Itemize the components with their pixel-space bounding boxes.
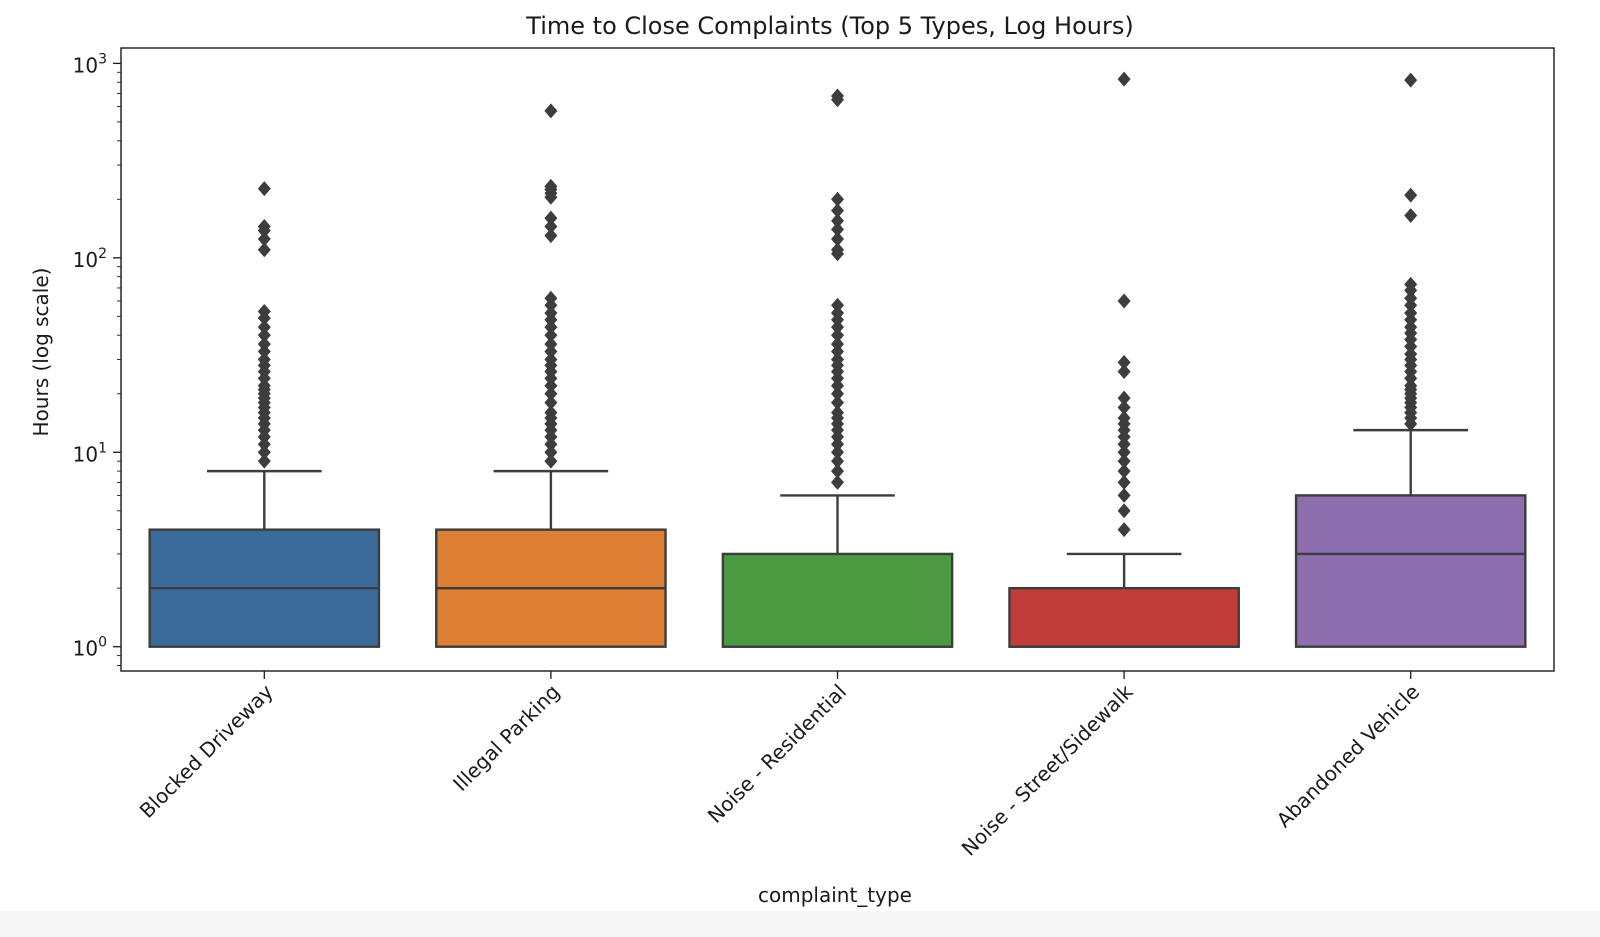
outlier-point (831, 242, 844, 258)
outlier-point (831, 405, 844, 421)
outlier-point (831, 453, 844, 469)
y-tick-label: 101 (73, 440, 107, 466)
outlier-point (831, 191, 844, 207)
outlier-point (544, 352, 558, 367)
outlier-point (831, 203, 844, 219)
outlier-point (831, 297, 844, 313)
box (1008, 586, 1240, 648)
x-tick-label: Noise - Street/Sidewalk (957, 679, 1138, 860)
outlier-point (1404, 208, 1418, 224)
outlier-point (257, 231, 271, 247)
box-group (1294, 72, 1527, 648)
outlier-point (831, 231, 844, 247)
y-tick-exponent: 2 (98, 246, 107, 262)
x-tick-label: Blocked Driveway (135, 679, 278, 822)
outlier-point (544, 336, 558, 352)
outlier-point (1117, 390, 1131, 406)
y-axis-label: Hours (log scale) (29, 268, 53, 437)
box-group (148, 181, 381, 648)
outlier-point (1404, 305, 1418, 321)
outlier-point (544, 218, 558, 234)
outlier-point (544, 405, 558, 421)
outlier-point (1117, 487, 1131, 503)
outlier-point (831, 305, 844, 321)
outlier-point (257, 453, 271, 469)
outlier-point (831, 213, 844, 229)
outlier-point (1404, 187, 1418, 203)
outlier-point (1117, 354, 1131, 370)
y-tick-base: 10 (73, 637, 98, 661)
outlier-point (831, 352, 844, 367)
box-group (1008, 71, 1240, 648)
outlier-point (1117, 503, 1131, 519)
box (721, 552, 954, 648)
outlier-point (1404, 290, 1418, 306)
outlier-point (1117, 293, 1131, 309)
outlier-point (831, 336, 844, 352)
outlier-point (1117, 522, 1131, 538)
y-tick-label: 103 (73, 51, 107, 77)
y-tick-exponent: 3 (98, 51, 107, 67)
outlier-point (257, 352, 271, 367)
x-tick-label: Abandoned Vehicle (1272, 680, 1425, 833)
outlier-point (1404, 346, 1418, 362)
outlier-point (544, 103, 558, 119)
y-tick-base: 10 (73, 248, 98, 272)
outlier-point (257, 303, 271, 319)
outlier-point (544, 386, 558, 402)
x-axis-label: complaint_type (758, 883, 912, 907)
outlier-point (831, 327, 844, 343)
outlier-point (1117, 474, 1131, 490)
outlier-point (257, 319, 271, 335)
outlier-point (257, 336, 271, 352)
outlier-point (1404, 72, 1418, 88)
outlier-point (544, 305, 558, 321)
y-tick-exponent: 0 (98, 635, 107, 651)
y-tick-exponent: 1 (98, 440, 107, 456)
outlier-point (831, 395, 844, 411)
y-tick-label: 100 (73, 635, 107, 661)
outlier-point (831, 221, 844, 237)
footer-strip (0, 911, 1600, 937)
outlier-point (1117, 453, 1131, 469)
outlier-point (831, 474, 844, 490)
outlier-point (1404, 276, 1418, 292)
outlier-point (544, 444, 558, 460)
box (1294, 494, 1527, 648)
outlier-point (1117, 463, 1131, 479)
outlier-point (1117, 399, 1131, 415)
y-tick-label: 102 (73, 246, 107, 272)
outlier-point (544, 327, 558, 343)
outlier-point (831, 88, 844, 104)
box-group (721, 88, 954, 648)
outlier-point (544, 290, 558, 306)
box-group (435, 103, 667, 648)
outlier-point (544, 178, 558, 194)
chart-title: Time to Close Complaints (Top 5 Types, L… (525, 12, 1133, 40)
y-tick-base: 10 (73, 53, 98, 77)
outlier-point (1117, 71, 1131, 87)
x-tick-label: Illegal Parking (448, 680, 564, 796)
outlier-point (544, 395, 558, 411)
outlier-point (1117, 410, 1131, 426)
outlier-point (831, 386, 844, 402)
outlier-point (831, 463, 844, 479)
outlier-point (1117, 444, 1131, 460)
outlier-point (544, 453, 558, 469)
outlier-point (257, 218, 271, 234)
outlier-point (544, 228, 558, 244)
y-tick-base: 10 (73, 442, 98, 466)
outlier-point (544, 210, 558, 226)
outlier-point (257, 327, 271, 343)
outlier-point (257, 444, 271, 460)
outlier-point (257, 242, 271, 258)
outlier-point (257, 181, 271, 197)
x-tick-label: Noise - Residential (703, 680, 851, 828)
outlier-point (831, 444, 844, 460)
outlier-point (1117, 364, 1131, 380)
